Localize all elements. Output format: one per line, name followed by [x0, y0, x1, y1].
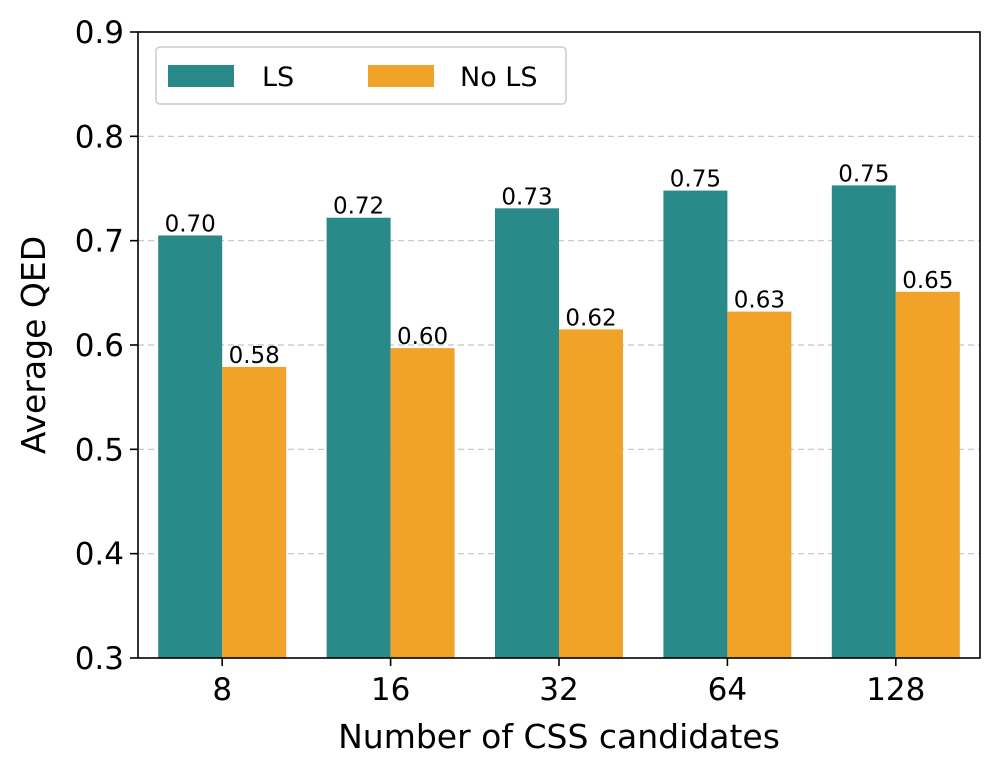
bar-no-ls-8	[222, 366, 287, 658]
value-label-ls-8: 0.70	[165, 211, 216, 237]
bar-ls-64	[663, 190, 728, 658]
y-tick-label: 0.3	[75, 641, 124, 677]
value-label-ls-32: 0.73	[501, 184, 552, 210]
bar-ls-8	[158, 235, 223, 658]
bars	[158, 185, 960, 659]
legend-box	[155, 46, 567, 105]
x-tick-label: 16	[371, 672, 410, 708]
bar-no-ls-32	[559, 329, 623, 658]
value-label-ls-16: 0.72	[333, 194, 384, 220]
value-label-no-ls-32: 0.62	[565, 305, 616, 331]
x-tick-label: 8	[212, 672, 232, 708]
value-label-no-ls-8: 0.58	[229, 343, 280, 369]
legend-swatch-no-ls	[368, 65, 434, 87]
bar-ls-32	[495, 208, 559, 658]
bar-value-labels: 0.70 0.58 0.72 0.60 0.73 0.62 0.75 0.63 0.75 0.65	[165, 161, 954, 369]
axis-ticks: 0.3 0.4 0.5 0.6 0.7 0.8 0.9 8 16 32 64 128	[75, 15, 926, 708]
bar-ls-16	[326, 217, 391, 659]
value-label-ls-128: 0.75	[838, 161, 889, 187]
y-tick-label: 0.4	[75, 537, 124, 573]
y-tick-label: 0.7	[75, 224, 124, 260]
y-axis-title: Average QED	[14, 236, 53, 454]
bar-no-ls-64	[727, 311, 792, 658]
legend-label-ls: LS	[262, 62, 294, 93]
legend-swatch-ls	[168, 65, 234, 87]
bar-no-ls-128	[895, 291, 960, 658]
y-tick-label: 0.9	[75, 15, 124, 51]
y-tick-label: 0.6	[75, 328, 124, 364]
y-tick-label: 0.5	[75, 432, 124, 468]
value-label-no-ls-64: 0.63	[734, 288, 785, 314]
legend: LS No LS	[155, 46, 567, 105]
x-tick-label: 128	[866, 672, 925, 708]
legend-label-no-ls: No LS	[460, 62, 537, 93]
y-tick-label: 0.8	[75, 119, 124, 155]
value-label-no-ls-16: 0.60	[397, 324, 448, 350]
x-axis-title: Number of CSS candidates	[338, 717, 780, 756]
x-tick-label: 64	[708, 672, 747, 708]
bar-ls-128	[831, 185, 896, 658]
value-label-ls-64: 0.75	[670, 167, 721, 193]
value-label-no-ls-128: 0.65	[902, 268, 953, 294]
x-tick-label: 32	[539, 672, 578, 708]
bar-no-ls-16	[390, 348, 455, 658]
